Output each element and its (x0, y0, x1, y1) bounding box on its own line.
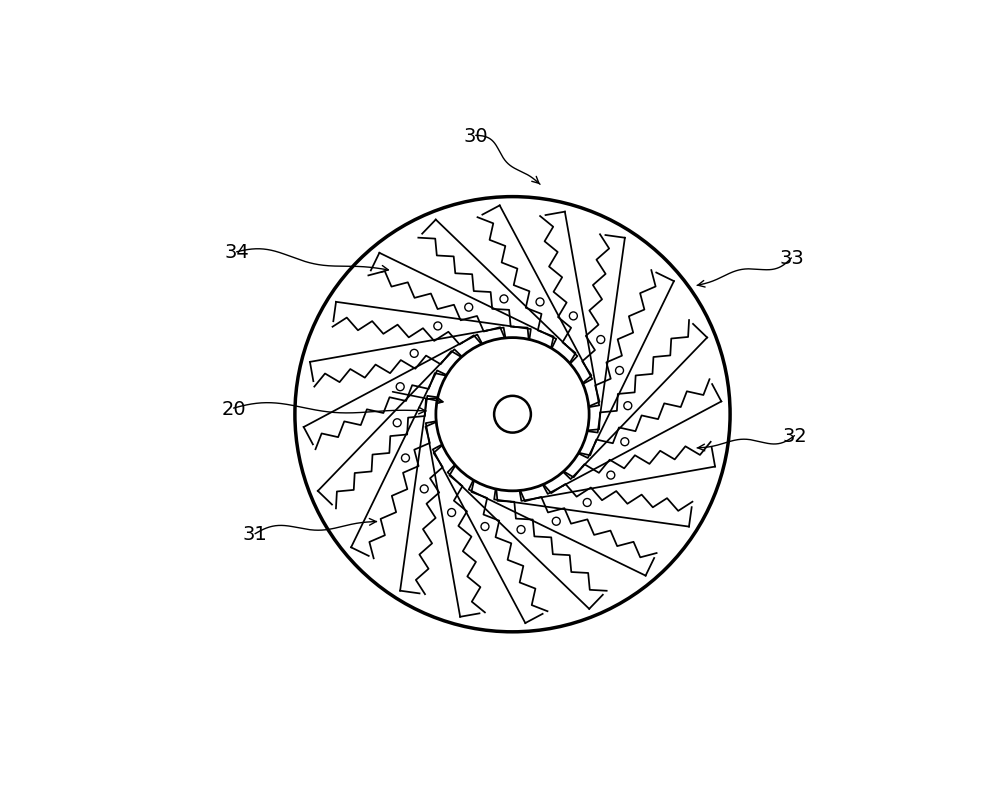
Text: 20: 20 (221, 399, 246, 418)
Text: 30: 30 (463, 127, 488, 145)
Text: 33: 33 (779, 249, 804, 268)
Circle shape (436, 338, 589, 491)
Text: 31: 31 (243, 524, 267, 544)
Circle shape (494, 397, 531, 433)
Text: 34: 34 (224, 243, 249, 262)
Text: 32: 32 (782, 426, 807, 446)
